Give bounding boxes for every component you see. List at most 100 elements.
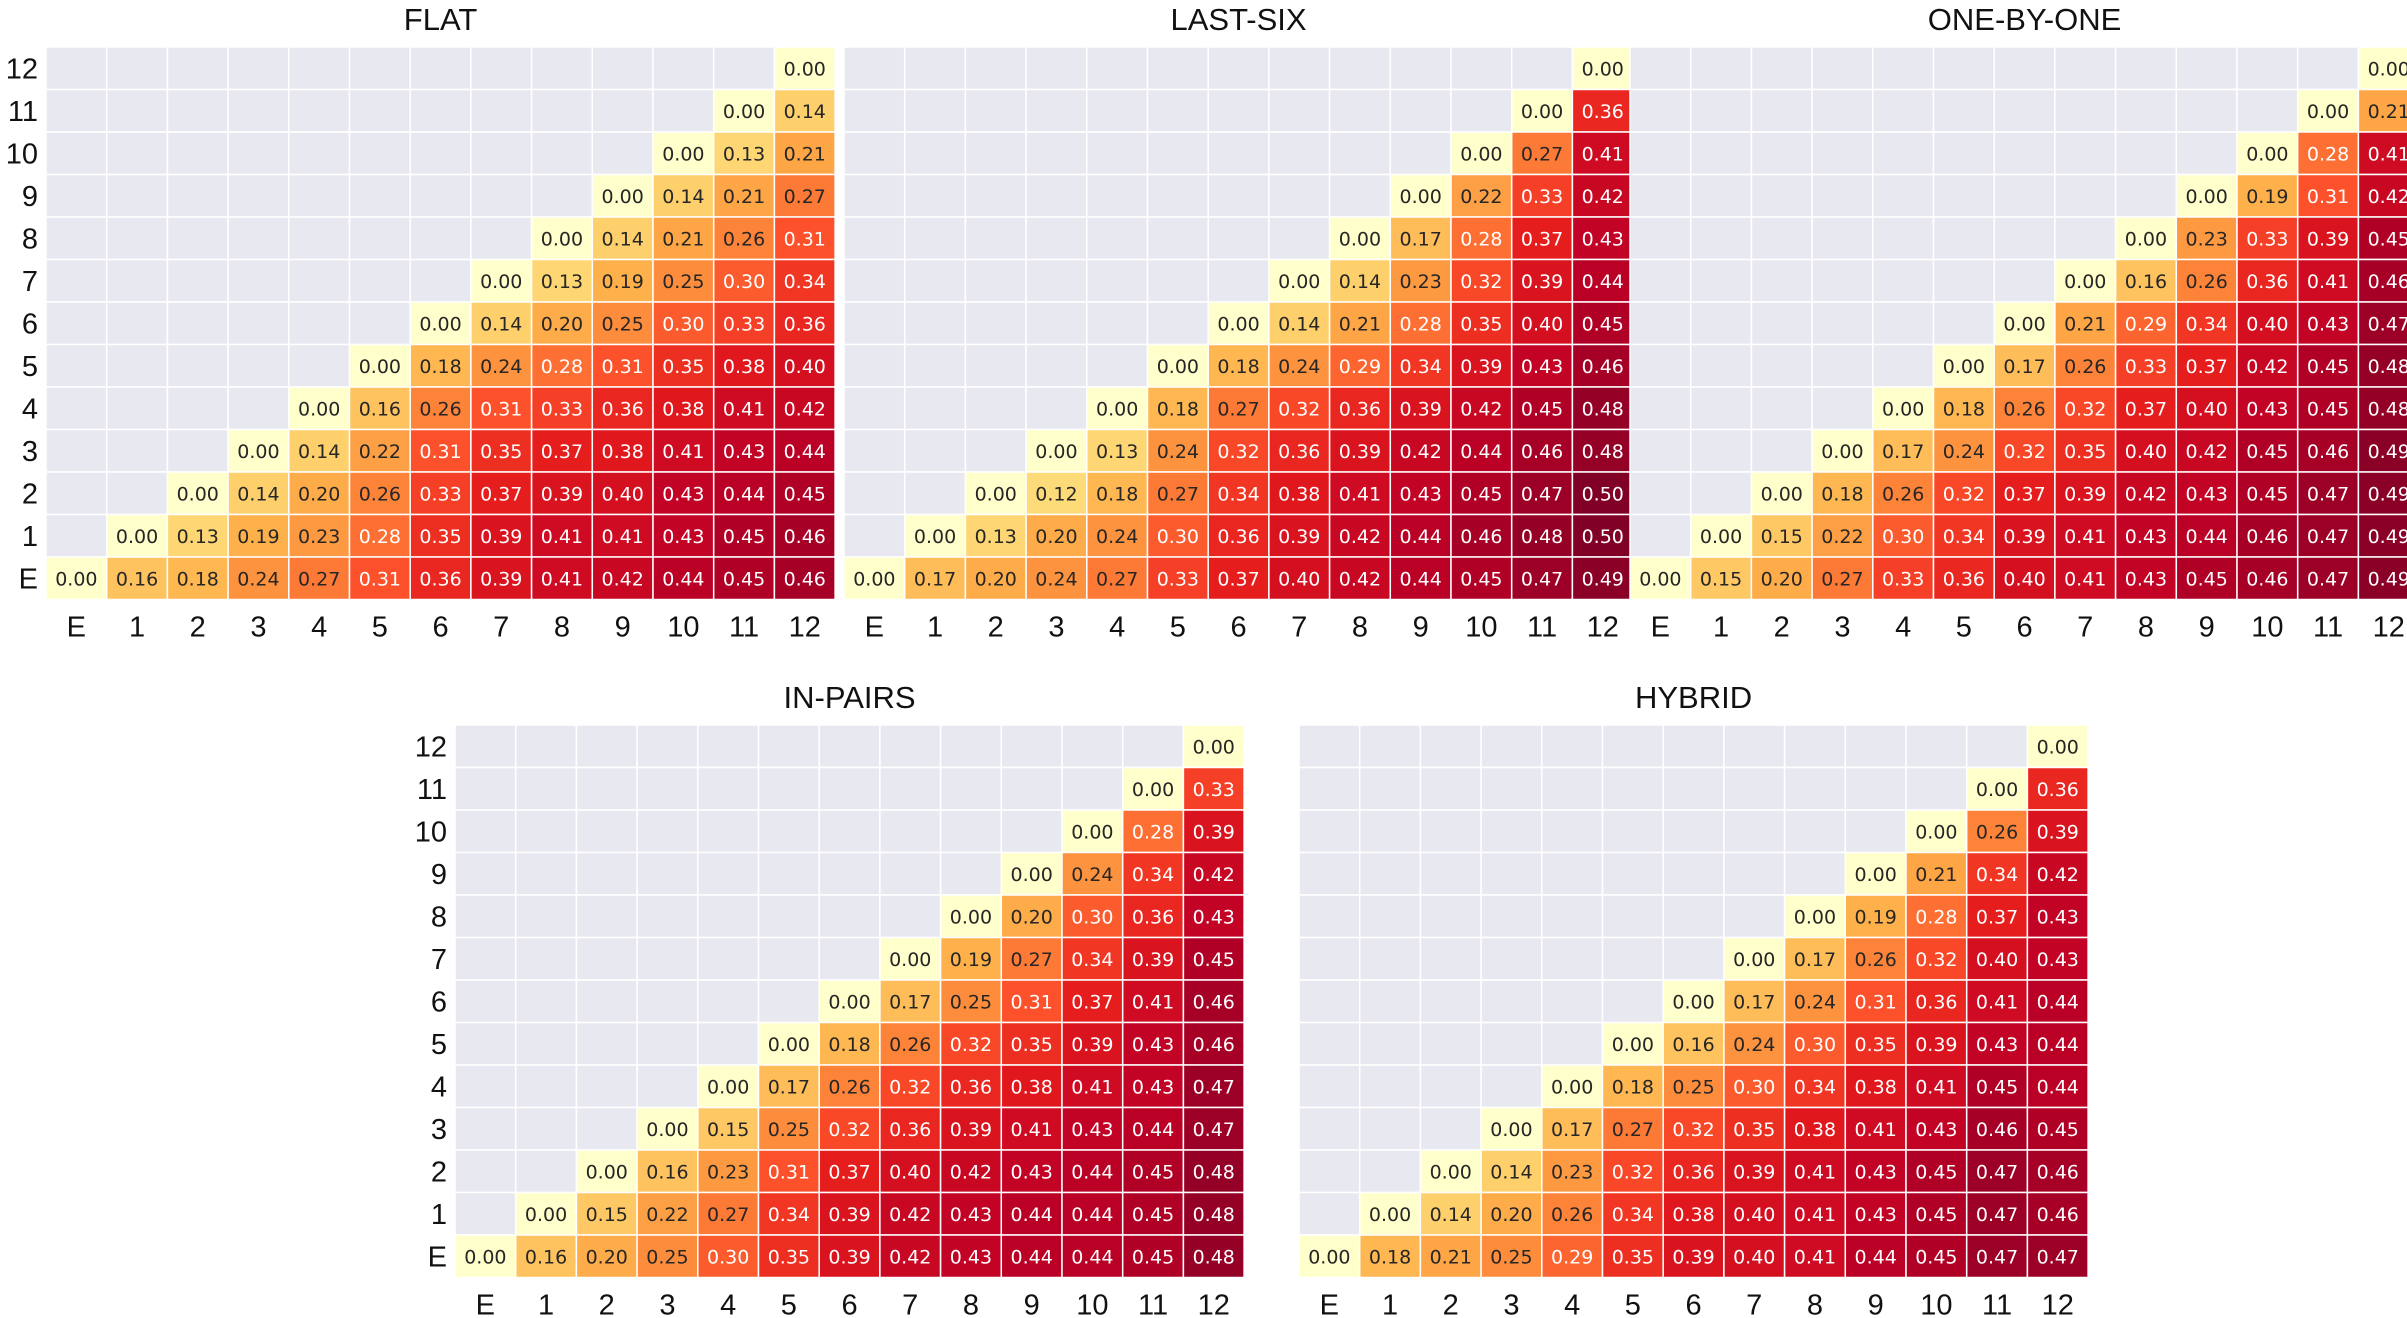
empty-cell	[697, 936, 760, 981]
x-tick-label: E	[865, 612, 884, 644]
heatmap-cell	[2357, 88, 2407, 133]
y-tick-label: 3	[431, 1114, 447, 1146]
x-tick-label: 5	[781, 1290, 797, 1318]
empty-cell	[1811, 131, 1874, 176]
empty-cell	[1086, 216, 1149, 261]
empty-cell	[514, 851, 578, 896]
heatmap-cell	[773, 556, 836, 601]
cell-value-label: 0.32	[1278, 398, 1320, 420]
cell-value-label: 0.47	[1976, 1161, 2018, 1183]
empty-cell	[636, 1021, 699, 1066]
cell-value-label: 0.37	[1071, 991, 1113, 1013]
heatmap-cell	[1571, 216, 1634, 261]
empty-cell	[1146, 46, 1209, 91]
cell-value-label: 0.25	[662, 271, 704, 293]
empty-cell	[105, 173, 169, 218]
cell-value-label: 0.19	[237, 526, 279, 548]
empty-cell	[470, 46, 533, 91]
heatmap-cell	[1298, 1234, 1361, 1279]
cell-value-label: 0.37	[2185, 356, 2227, 378]
cell-value-label: 0.26	[2185, 271, 2227, 293]
empty-cell	[105, 343, 169, 388]
cell-value-label: 0.14	[1339, 271, 1381, 293]
empty-cell	[964, 343, 1027, 388]
heatmap-cell	[1086, 513, 1149, 558]
empty-cell	[1629, 258, 1692, 303]
empty-cell	[1480, 894, 1543, 939]
empty-cell	[454, 1064, 517, 1109]
empty-cell	[1601, 766, 1664, 811]
cell-value-label: 0.41	[1010, 1119, 1052, 1141]
empty-cell	[1480, 851, 1543, 896]
empty-cell	[1146, 88, 1209, 133]
heatmap-cell	[712, 216, 776, 261]
empty-cell	[45, 88, 108, 133]
cell-value-label: 0.32	[1217, 441, 1259, 463]
heatmap-cell	[652, 173, 715, 218]
heatmap-cell	[1783, 1149, 1847, 1194]
empty-cell	[1541, 936, 1604, 981]
heatmap-cell	[591, 258, 654, 303]
cell-value-label: 0.34	[1132, 864, 1174, 886]
cell-value-label: 0.39	[541, 483, 583, 505]
empty-cell	[1268, 173, 1331, 218]
heatmap-cell	[964, 556, 1027, 601]
empty-cell	[1298, 1149, 1361, 1194]
cell-value-label: 0.34	[2185, 313, 2227, 335]
cell-value-label: 0.45	[2246, 483, 2288, 505]
heatmap-cell	[2054, 258, 2117, 303]
cell-value-label: 0.43	[1976, 1034, 2018, 1056]
cell-value-label: 0.39	[1915, 1034, 1957, 1056]
empty-cell	[939, 809, 1003, 854]
empty-cell	[1025, 258, 1088, 303]
cell-value-label: 0.18	[177, 568, 219, 590]
empty-cell	[1146, 216, 1209, 261]
cell-value-label: 0.46	[2246, 568, 2288, 590]
empty-cell	[514, 1064, 578, 1109]
heatmap-cell	[1510, 471, 1574, 516]
empty-cell	[697, 851, 760, 896]
heatmap-cell	[409, 513, 472, 558]
heatmap-cell	[818, 1191, 881, 1236]
cell-value-label: 0.41	[1794, 1161, 1836, 1183]
empty-cell	[903, 471, 967, 516]
heatmap-cell	[2236, 428, 2299, 473]
cell-value-label: 0.45	[1976, 1076, 2018, 1098]
cell-value-label: 0.00	[116, 526, 158, 548]
cell-value-label: 0.16	[525, 1246, 567, 1268]
y-tick-label: 10	[6, 138, 38, 170]
heatmap-cell	[1121, 1064, 1185, 1109]
empty-cell	[1358, 809, 1422, 854]
heatmap-cell	[1182, 1106, 1245, 1151]
cell-value-label: 0.19	[2246, 186, 2288, 208]
empty-cell	[348, 216, 411, 261]
cell-value-label: 0.28	[1460, 228, 1502, 250]
heatmap-cell	[1662, 1149, 1725, 1194]
cell-value-label: 0.34	[1399, 356, 1441, 378]
heatmap-cell	[1723, 1106, 1786, 1151]
heatmap-cell	[530, 258, 594, 303]
empty-cell	[843, 301, 906, 346]
heatmap-cell	[1510, 386, 1574, 431]
empty-cell	[1689, 386, 1753, 431]
heatmap-cell	[697, 1234, 760, 1279]
cell-value-label: 0.32	[1672, 1119, 1714, 1141]
empty-cell	[1541, 1021, 1604, 1066]
cell-value-label: 0.00	[359, 356, 401, 378]
heatmap-cell	[1783, 1064, 1847, 1109]
empty-cell	[1086, 301, 1149, 346]
heatmap-cell	[1844, 1021, 1907, 1066]
x-tick-label: 7	[1291, 612, 1307, 644]
empty-cell	[45, 131, 108, 176]
empty-cell	[454, 724, 517, 769]
empty-cell	[166, 88, 229, 133]
x-tick-label: 9	[1024, 1290, 1040, 1318]
cell-value-label: 0.00	[1882, 398, 1924, 420]
heatmap-cell	[1932, 343, 1995, 388]
cell-value-label: 0.38	[1854, 1076, 1896, 1098]
cell-value-label: 0.34	[1943, 526, 1985, 548]
cell-value-label: 0.14	[480, 313, 522, 335]
cell-value-label: 0.42	[2037, 864, 2079, 886]
empty-cell	[818, 724, 881, 769]
empty-cell	[879, 766, 942, 811]
